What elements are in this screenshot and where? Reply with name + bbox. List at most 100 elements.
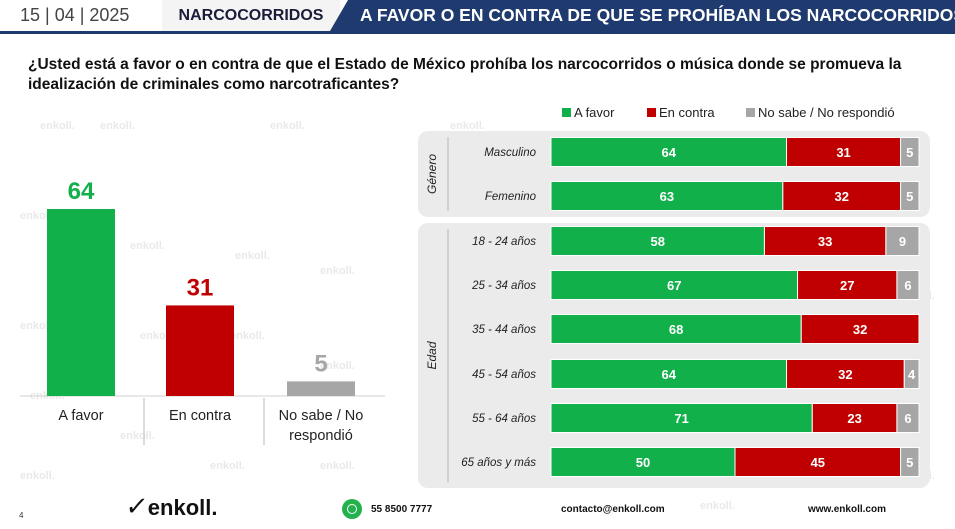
watermark-text: enkoll. — [230, 330, 265, 342]
segment-value-label: 64 — [662, 367, 677, 382]
segment-value-label: 68 — [669, 322, 683, 337]
legend-swatch — [647, 108, 656, 117]
segment-value-label: 32 — [838, 367, 852, 382]
website-link[interactable]: www.enkoll.com — [808, 504, 886, 515]
stacked-segment — [896, 403, 920, 433]
title-banner: A FAVOR O EN CONTRA DE QUE SE PROHÍBAN L… — [330, 0, 955, 31]
row-label: Masculino — [484, 147, 536, 159]
row-label: 45 - 54 años — [472, 369, 536, 381]
segment-value-label: 64 — [662, 145, 677, 160]
stacked-segment — [900, 447, 920, 477]
survey-question: ¿Usted está a favor o en contra de que e… — [28, 56, 902, 93]
watermark-text: enkoll. — [210, 460, 245, 472]
banner-underline — [0, 31, 955, 34]
stacked-segment — [763, 226, 887, 256]
watermark-text: enkoll. — [450, 120, 485, 132]
legend-swatch — [746, 108, 755, 117]
section-tag: NARCOCORRIDOS — [162, 0, 340, 31]
watermark-text: enkoll. — [700, 500, 735, 512]
category-label: respondió — [289, 428, 353, 444]
legend-label: No sabe / No respondió — [758, 105, 895, 120]
logo-k-icon: ✓ — [123, 491, 150, 521]
segment-value-label: 63 — [660, 189, 674, 204]
watermark-text: enkoll. — [20, 210, 55, 222]
segment-value-label: 32 — [853, 322, 867, 337]
stacked-segment — [550, 314, 802, 344]
phone-number: 55 8500 7777 — [371, 503, 433, 515]
segment-value-label: 31 — [836, 145, 850, 160]
bar-value-label: 64 — [68, 178, 95, 205]
segment-value-label: 67 — [667, 278, 681, 293]
segment-value-label: 71 — [674, 411, 688, 426]
bar-1 — [47, 209, 115, 396]
stacked-segment — [782, 181, 902, 211]
row-label: 35 - 44 años — [472, 324, 536, 336]
stacked-segment — [903, 359, 920, 389]
watermark-text: enkoll. — [40, 120, 75, 132]
group-label: Edad — [425, 341, 439, 369]
watermark-text: enkoll. — [235, 250, 270, 262]
bar-value-label: 5 — [314, 350, 327, 377]
watermark-text: enkoll. — [320, 360, 355, 372]
segment-value-label: 9 — [899, 234, 906, 249]
segment-value-label: 23 — [847, 411, 861, 426]
category-label: En contra — [169, 408, 232, 424]
segment-value-label: 58 — [650, 234, 664, 249]
category-label: No sabe / No — [279, 408, 364, 424]
watermark-text: enkoll. — [100, 120, 135, 132]
stacked-segment — [550, 403, 813, 433]
watermark-text: enkoll. — [120, 430, 155, 442]
watermark-text: enkoll. — [20, 320, 55, 332]
stacked-segment — [900, 137, 920, 167]
bar-3 — [287, 381, 355, 396]
segment-value-label: 45 — [811, 455, 825, 470]
segment-value-label: 6 — [904, 278, 911, 293]
whatsapp-icon — [342, 499, 362, 519]
watermark-text: enkoll. — [20, 470, 55, 482]
row-label: 25 - 34 años — [471, 280, 536, 292]
enkoll-logo: ✓enkoll. — [123, 491, 218, 522]
category-label: A favor — [58, 408, 103, 424]
bar-2 — [166, 305, 234, 396]
logo-text: enkoll. — [147, 495, 218, 520]
stacked-segment — [550, 359, 788, 389]
watermark-text: enkoll. — [320, 460, 355, 472]
segment-value-label: 5 — [906, 145, 913, 160]
row-label: 55 - 64 años — [472, 413, 536, 425]
report-date: 15 | 04 | 2025 — [0, 0, 160, 31]
segment-value-label: 4 — [908, 367, 916, 382]
segment-value-label: 6 — [904, 411, 911, 426]
row-label: 18 - 24 años — [472, 236, 536, 248]
stacked-segment — [900, 181, 920, 211]
group-label: Género — [425, 154, 439, 194]
watermark-text: enkoll. — [320, 265, 355, 277]
stacked-segment — [885, 226, 920, 256]
bar-value-label: 31 — [187, 274, 214, 301]
legend-label: En contra — [659, 105, 715, 120]
top-bar: 15 | 04 | 2025 NARCOCORRIDOS A FAVOR O E… — [0, 0, 955, 34]
phone-contact: 55 8500 7777 — [342, 499, 432, 519]
row-label: Femenino — [485, 191, 537, 203]
segment-value-label: 27 — [840, 278, 854, 293]
stacked-segment — [734, 447, 902, 477]
stacked-segment — [800, 314, 920, 344]
segment-value-label: 5 — [906, 189, 913, 204]
watermark-text: enkoll. — [130, 240, 165, 252]
legend-label: A favor — [574, 105, 615, 120]
page-number: 4 — [19, 511, 24, 520]
segment-value-label: 32 — [834, 189, 848, 204]
segment-value-label: 33 — [818, 234, 832, 249]
stacked-segment — [550, 137, 788, 167]
page-title: A FAVOR O EN CONTRA DE QUE SE PROHÍBAN L… — [360, 5, 955, 25]
row-label: 65 años y más — [461, 457, 536, 469]
stacked-segment — [550, 270, 799, 300]
segment-value-label: 5 — [906, 455, 913, 470]
contact-email[interactable]: contacto@enkoll.com — [561, 504, 665, 515]
legend-swatch — [562, 108, 571, 117]
watermark-text: enkoll. — [270, 120, 305, 132]
segment-value-label: 50 — [636, 455, 650, 470]
stacked-segment — [896, 270, 920, 300]
stacked-segment — [550, 181, 784, 211]
stacked-segment — [797, 270, 898, 300]
